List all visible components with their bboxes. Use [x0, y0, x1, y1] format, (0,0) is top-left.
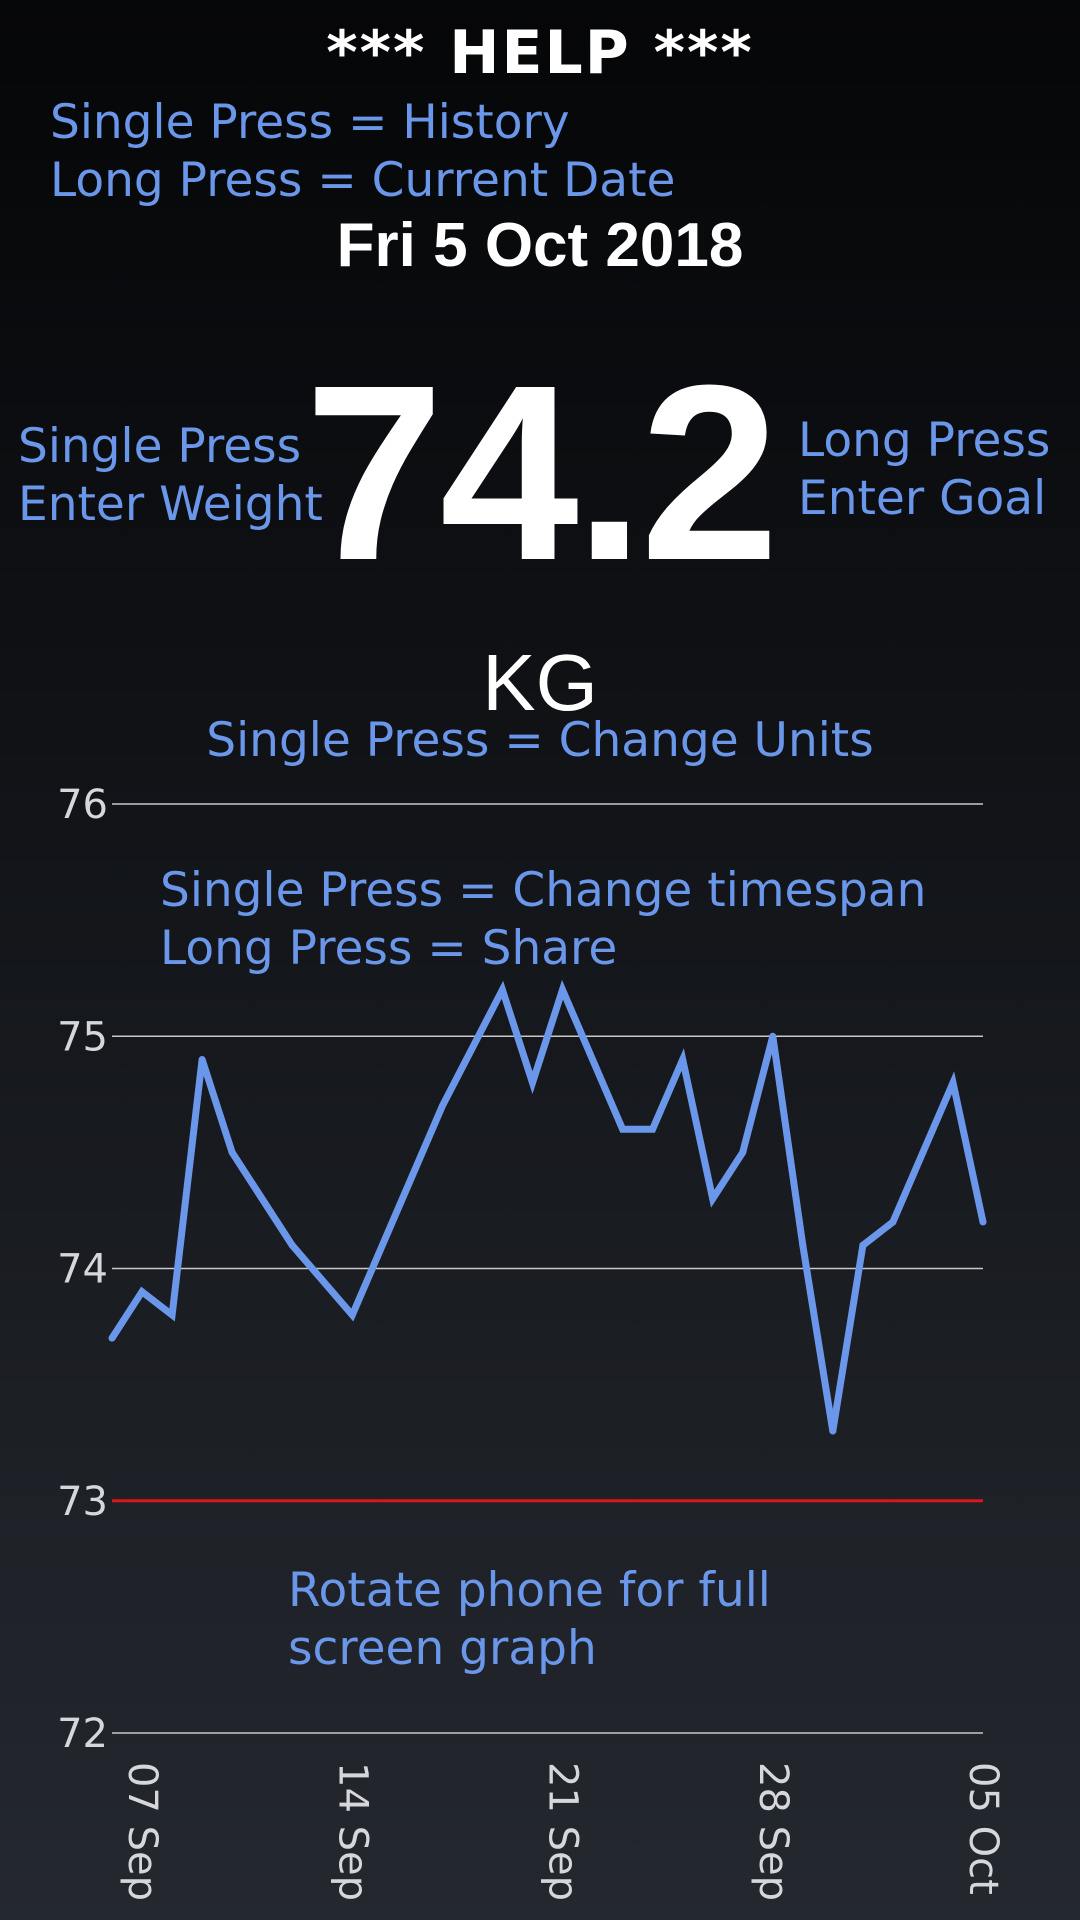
enter-weight-hint-line2: Enter Weight [18, 477, 323, 532]
x-tick-07-sep: 07 Sep [119, 1762, 165, 1901]
weight-point-2018-09-14 [348, 1311, 356, 1319]
date-display[interactable]: Fri 5 Oct 2018 [336, 211, 744, 280]
weight-point-2018-09-07 [138, 1288, 146, 1296]
weight-point-2018-09-25 [679, 1055, 687, 1063]
weight-point-2018-09-19 [498, 986, 506, 994]
y-tick-73: 73 [57, 1479, 108, 1525]
weight-point-2018-09-09 [198, 1055, 206, 1063]
x-tick-labels: 07 Sep 14 Sep 21 Sep 28 Sep 05 Oct [119, 1762, 1006, 1901]
rotate-hint-line1: Rotate phone for full [288, 1563, 771, 1618]
y-tick-labels: 72 73 74 75 76 [57, 782, 108, 1757]
share-hint: Long Press = Share [160, 921, 618, 976]
weight-point-2018-09-28 [769, 1032, 777, 1040]
enter-goal-hint-line1: Long Press [798, 413, 1051, 468]
change-timespan-hint: Single Press = Change timespan [160, 863, 927, 918]
x-tick-28-sep: 28 Sep [750, 1762, 796, 1901]
weight-point-2018-09-06 [108, 1334, 116, 1342]
weight-point-2018-10-02 [889, 1218, 897, 1226]
y-tick-72: 72 [57, 1711, 108, 1757]
weight-points [108, 986, 987, 1435]
history-hint: Single Press = History [50, 95, 570, 150]
weight-point-2018-09-20 [528, 1079, 536, 1087]
enter-goal-hint-line2: Enter Goal [798, 471, 1047, 526]
weight-point-2018-09-21 [559, 986, 567, 994]
y-tick-74: 74 [57, 1247, 108, 1293]
weight-point-2018-09-24 [649, 1125, 657, 1133]
weight-point-2018-09-08 [168, 1311, 176, 1319]
help-title: *** HELP *** [326, 18, 754, 88]
weight-point-2018-10-05 [979, 1218, 987, 1226]
weight-point-2018-09-23 [619, 1125, 627, 1133]
y-tick-75: 75 [57, 1014, 108, 1060]
weight-point-2018-09-29 [799, 1241, 807, 1249]
weight-point-2018-10-01 [859, 1241, 867, 1249]
weight-point-2018-10-04 [949, 1079, 957, 1087]
x-tick-21-sep: 21 Sep [540, 1762, 586, 1901]
rotate-hint-line2: screen graph [288, 1621, 597, 1676]
weight-point-2018-09-27 [739, 1148, 747, 1156]
weight-point-2018-10-03 [919, 1148, 927, 1156]
weight-point-2018-09-30 [829, 1427, 837, 1435]
x-tick-05-oct: 05 Oct [960, 1762, 1006, 1895]
weight-series-line [109, 979, 987, 1432]
unit-label[interactable]: KG [482, 638, 598, 727]
weight-point-2018-09-12 [288, 1241, 296, 1249]
change-units-hint: Single Press = Change Units [206, 713, 874, 768]
x-tick-14-sep: 14 Sep [329, 1762, 375, 1901]
weight-point-2018-09-10 [228, 1148, 236, 1156]
current-date-hint: Long Press = Current Date [50, 153, 676, 208]
enter-weight-hint-line1: Single Press [18, 419, 302, 474]
weight-point-2018-09-17 [438, 1102, 446, 1110]
weight-point-2018-09-26 [709, 1195, 717, 1203]
weight-value[interactable]: 74.2 [304, 333, 780, 612]
y-tick-76: 76 [57, 782, 108, 828]
